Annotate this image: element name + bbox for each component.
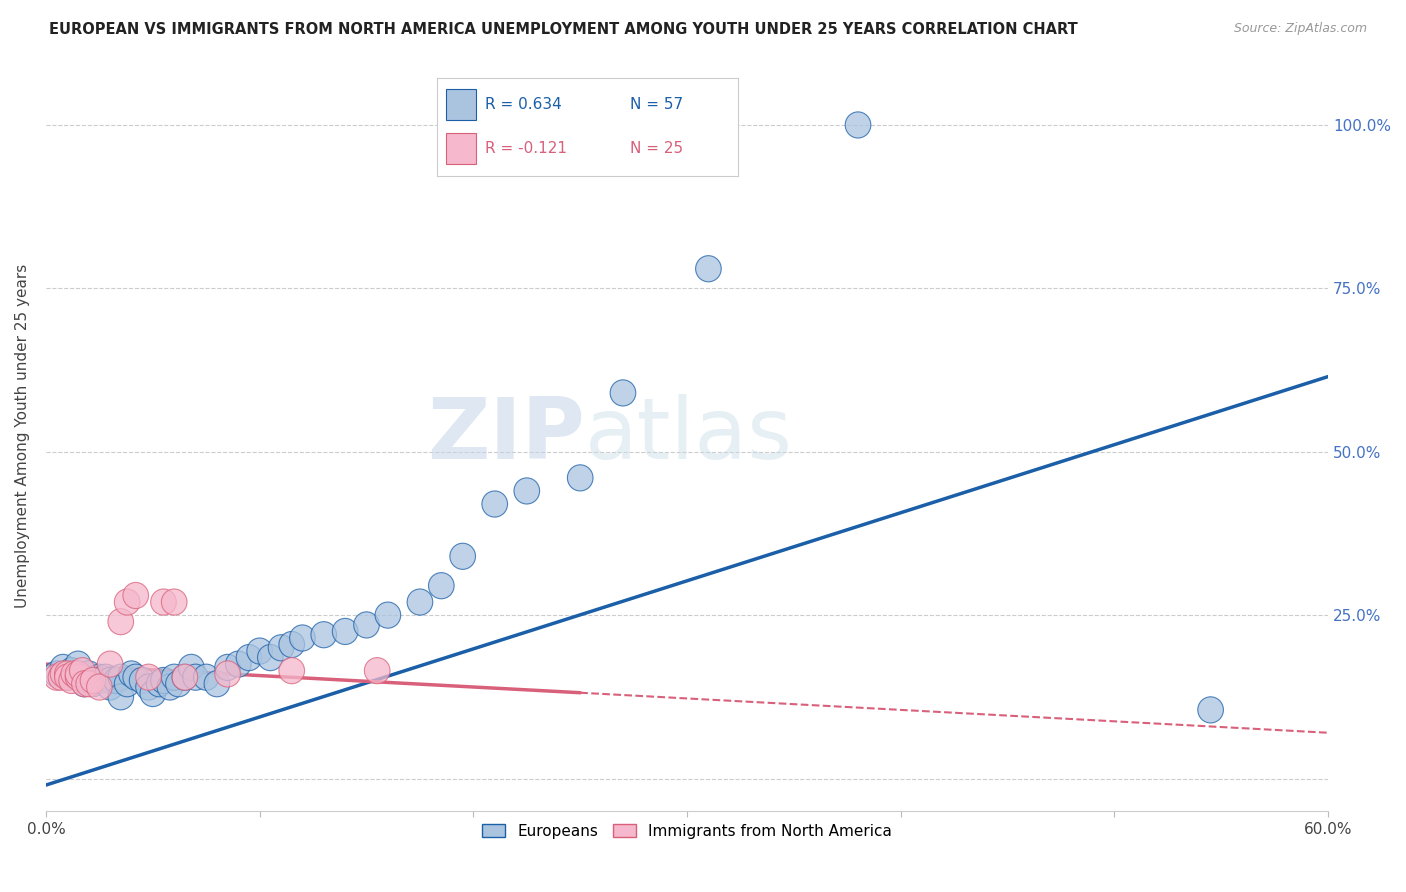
Ellipse shape <box>172 665 198 690</box>
Ellipse shape <box>179 655 204 681</box>
Ellipse shape <box>80 671 105 697</box>
Ellipse shape <box>194 665 219 690</box>
Text: Source: ZipAtlas.com: Source: ZipAtlas.com <box>1233 22 1367 36</box>
Ellipse shape <box>257 645 283 671</box>
Ellipse shape <box>108 608 134 635</box>
Ellipse shape <box>118 661 145 687</box>
Ellipse shape <box>114 671 141 697</box>
Ellipse shape <box>93 665 118 690</box>
Ellipse shape <box>845 112 870 138</box>
Ellipse shape <box>108 684 134 710</box>
Ellipse shape <box>87 674 112 700</box>
Ellipse shape <box>269 635 294 661</box>
Legend: Europeans, Immigrants from North America: Europeans, Immigrants from North America <box>475 818 898 845</box>
Ellipse shape <box>76 661 101 687</box>
Ellipse shape <box>136 674 162 700</box>
Ellipse shape <box>59 667 84 694</box>
Ellipse shape <box>166 671 191 697</box>
Ellipse shape <box>429 573 454 599</box>
Ellipse shape <box>568 465 593 491</box>
Ellipse shape <box>204 671 229 697</box>
Ellipse shape <box>104 667 129 694</box>
Ellipse shape <box>69 665 96 690</box>
Ellipse shape <box>482 491 508 517</box>
Ellipse shape <box>44 661 69 687</box>
Ellipse shape <box>610 380 636 406</box>
Ellipse shape <box>114 589 141 615</box>
Ellipse shape <box>172 665 198 690</box>
Ellipse shape <box>236 645 262 671</box>
Ellipse shape <box>65 661 91 687</box>
Ellipse shape <box>122 665 149 690</box>
Ellipse shape <box>157 674 183 700</box>
Ellipse shape <box>59 657 84 684</box>
Ellipse shape <box>290 625 315 651</box>
Ellipse shape <box>69 657 96 684</box>
Ellipse shape <box>408 589 433 615</box>
Ellipse shape <box>146 671 172 697</box>
Ellipse shape <box>129 667 155 694</box>
Ellipse shape <box>72 671 97 697</box>
Ellipse shape <box>162 665 187 690</box>
Ellipse shape <box>215 661 240 687</box>
Ellipse shape <box>450 543 475 569</box>
Ellipse shape <box>278 657 305 684</box>
Ellipse shape <box>44 665 69 690</box>
Ellipse shape <box>375 602 401 628</box>
Ellipse shape <box>108 665 134 690</box>
Ellipse shape <box>354 612 380 638</box>
Ellipse shape <box>332 618 359 645</box>
Ellipse shape <box>87 665 112 690</box>
Ellipse shape <box>247 638 273 665</box>
Ellipse shape <box>162 589 187 615</box>
Ellipse shape <box>65 651 91 677</box>
Ellipse shape <box>364 657 389 684</box>
Ellipse shape <box>696 256 721 282</box>
Ellipse shape <box>141 681 166 706</box>
Ellipse shape <box>150 667 176 694</box>
Ellipse shape <box>215 655 240 681</box>
Text: EUROPEAN VS IMMIGRANTS FROM NORTH AMERICA UNEMPLOYMENT AMONG YOUTH UNDER 25 YEAR: EUROPEAN VS IMMIGRANTS FROM NORTH AMERIC… <box>49 22 1078 37</box>
Ellipse shape <box>1198 697 1223 723</box>
Ellipse shape <box>80 667 105 694</box>
Ellipse shape <box>48 665 73 690</box>
Ellipse shape <box>55 661 80 687</box>
Text: atlas: atlas <box>585 394 793 477</box>
Ellipse shape <box>136 665 162 690</box>
Ellipse shape <box>76 671 101 697</box>
Ellipse shape <box>278 632 305 657</box>
Ellipse shape <box>87 667 112 694</box>
Ellipse shape <box>97 651 122 677</box>
Ellipse shape <box>122 582 149 608</box>
Ellipse shape <box>97 674 122 700</box>
Ellipse shape <box>150 589 176 615</box>
Text: ZIP: ZIP <box>427 394 585 477</box>
Ellipse shape <box>65 665 91 690</box>
Ellipse shape <box>60 661 87 687</box>
Ellipse shape <box>311 622 336 648</box>
Y-axis label: Unemployment Among Youth under 25 years: Unemployment Among Youth under 25 years <box>15 263 30 607</box>
Ellipse shape <box>97 667 122 694</box>
Ellipse shape <box>51 655 76 681</box>
Ellipse shape <box>183 665 208 690</box>
Ellipse shape <box>515 478 540 504</box>
Ellipse shape <box>55 665 80 690</box>
Ellipse shape <box>76 667 101 694</box>
Ellipse shape <box>51 661 76 687</box>
Ellipse shape <box>225 651 252 677</box>
Ellipse shape <box>65 665 91 690</box>
Ellipse shape <box>55 665 80 690</box>
Ellipse shape <box>72 671 97 697</box>
